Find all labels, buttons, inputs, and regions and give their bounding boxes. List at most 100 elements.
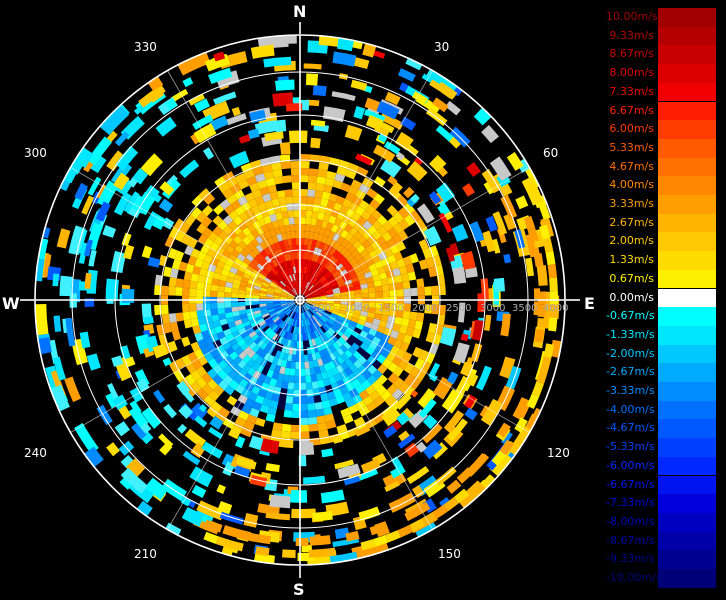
echo-cell bbox=[286, 253, 292, 261]
echo-cell bbox=[244, 269, 253, 276]
echo-cell bbox=[531, 381, 544, 397]
echo-cell bbox=[260, 287, 268, 292]
echo-cell bbox=[224, 292, 232, 298]
echo-cell bbox=[217, 307, 226, 315]
echo-cell bbox=[367, 307, 376, 314]
echo-cell bbox=[207, 378, 219, 390]
echo-cell bbox=[292, 189, 300, 197]
echo-cell bbox=[308, 175, 318, 184]
echo-cell bbox=[377, 133, 388, 143]
echo-cell bbox=[212, 374, 223, 385]
echo-cell bbox=[274, 119, 287, 133]
echo-cell bbox=[252, 301, 260, 306]
echo-cell bbox=[356, 244, 366, 254]
echo-cell bbox=[257, 179, 268, 190]
echo-cell bbox=[432, 376, 454, 400]
echo-cell bbox=[312, 303, 320, 307]
echo-cell bbox=[424, 304, 432, 314]
echo-cell bbox=[232, 364, 243, 375]
echo-cell bbox=[374, 307, 383, 315]
legend-swatch bbox=[658, 400, 716, 420]
echo-cell bbox=[432, 254, 442, 267]
echo-cell bbox=[238, 285, 247, 291]
echo-cell bbox=[260, 322, 268, 330]
echo-cell bbox=[342, 198, 353, 209]
legend-row: 1.33m/s bbox=[606, 251, 716, 270]
echo-cell bbox=[261, 310, 269, 316]
echo-cell bbox=[304, 290, 310, 296]
echo-cell bbox=[315, 240, 322, 249]
echo-cell bbox=[153, 389, 166, 404]
echo-cell bbox=[337, 37, 354, 52]
echo-cell bbox=[412, 484, 425, 499]
echo-cell bbox=[99, 105, 130, 136]
echo-cell bbox=[396, 303, 404, 311]
echo-cell bbox=[210, 302, 218, 310]
echo-cell bbox=[256, 339, 265, 348]
echo-cell bbox=[234, 334, 243, 343]
echo-cell bbox=[263, 56, 292, 68]
echo-cell bbox=[285, 396, 294, 404]
echo-cell bbox=[285, 331, 291, 340]
echo-cell bbox=[189, 310, 198, 320]
echo-cell bbox=[241, 316, 250, 324]
echo-cell bbox=[316, 336, 323, 344]
echo-cell bbox=[238, 350, 248, 360]
echo-cell bbox=[304, 311, 309, 319]
echo-cell bbox=[203, 394, 216, 407]
echo-cell bbox=[393, 338, 403, 349]
echo-cell bbox=[374, 331, 384, 340]
legend-swatch bbox=[658, 195, 716, 214]
echo-cell bbox=[234, 257, 243, 266]
echo-cell bbox=[214, 266, 224, 275]
echo-cell bbox=[300, 252, 304, 260]
echo-cell bbox=[115, 145, 139, 171]
echo-cell bbox=[199, 267, 208, 277]
echo-cell bbox=[335, 195, 346, 205]
echo-cell bbox=[306, 203, 314, 211]
echo-cell bbox=[314, 366, 321, 375]
echo-cell bbox=[499, 356, 516, 379]
echo-cell bbox=[328, 397, 338, 407]
echo-cell bbox=[397, 359, 409, 370]
echo-cell bbox=[445, 100, 461, 116]
echo-cell bbox=[237, 265, 247, 273]
echo-cell bbox=[341, 321, 350, 328]
echo-cell bbox=[382, 221, 393, 232]
echo-cell bbox=[295, 305, 299, 313]
echo-cell bbox=[221, 268, 230, 277]
echo-cell bbox=[255, 546, 270, 557]
echo-cell bbox=[311, 291, 319, 296]
echo-cell bbox=[269, 363, 277, 372]
echo-cell bbox=[291, 508, 317, 519]
echo-cell bbox=[446, 371, 459, 385]
echo-cell bbox=[218, 313, 227, 321]
echo-cell bbox=[379, 112, 404, 131]
echo-cell bbox=[323, 228, 331, 237]
echo-cell bbox=[258, 320, 267, 327]
echo-cell bbox=[263, 314, 271, 321]
echo-cell bbox=[194, 98, 210, 113]
echo-cell bbox=[279, 225, 286, 234]
echo-cell bbox=[282, 217, 290, 226]
echo-cell bbox=[309, 331, 315, 340]
echo-cell bbox=[310, 119, 326, 127]
echo-cell bbox=[189, 303, 197, 312]
legend-swatch bbox=[658, 64, 716, 83]
echo-cell bbox=[428, 322, 437, 334]
echo-cell bbox=[274, 241, 282, 250]
range-label-4000: 4000 bbox=[543, 303, 569, 314]
echo-cell bbox=[319, 291, 327, 296]
echo-cell bbox=[317, 233, 324, 242]
echo-cell bbox=[345, 265, 354, 273]
echo-cell bbox=[300, 382, 307, 390]
legend-label: 3.33m/s bbox=[609, 197, 654, 210]
echo-cell bbox=[333, 301, 341, 305]
echo-cell bbox=[213, 91, 237, 105]
echo-cell bbox=[370, 240, 381, 250]
echo-cell bbox=[313, 124, 330, 133]
echo-cell bbox=[290, 290, 297, 296]
echo-cell bbox=[201, 372, 213, 384]
echo-cell bbox=[309, 286, 316, 292]
echo-cell bbox=[310, 288, 318, 294]
